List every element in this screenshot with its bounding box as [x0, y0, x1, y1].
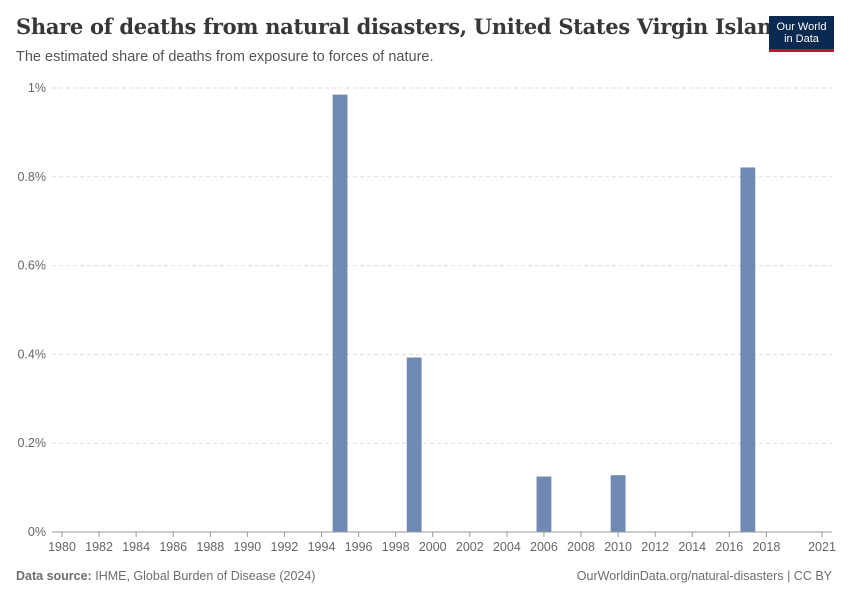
grid-lines	[52, 87, 832, 444]
x-tick-label: 2016	[715, 540, 743, 554]
x-tick-label: 1984	[122, 540, 150, 554]
y-tick-label: 0.4%	[18, 347, 47, 361]
bar[interactable]	[740, 167, 756, 532]
x-tick-label: 2002	[456, 540, 484, 554]
bar[interactable]	[610, 475, 626, 532]
x-tick-label: 2021	[808, 540, 836, 554]
y-tick-label: 0.2%	[18, 436, 47, 450]
x-tick-label: 1982	[85, 540, 113, 554]
x-tick-label: 1986	[159, 540, 187, 554]
x-tick-label: 1994	[308, 540, 336, 554]
y-tick-label: 0.6%	[18, 259, 47, 273]
x-tick-label: 2014	[678, 540, 706, 554]
x-tick-label: 2018	[752, 540, 780, 554]
x-tick-label: 1996	[345, 540, 373, 554]
y-tick-label: 0%	[28, 525, 46, 539]
x-tick-label: 2012	[641, 540, 669, 554]
x-axis	[52, 531, 832, 537]
bar[interactable]	[332, 94, 348, 532]
data-source: Data source: IHME, Global Burden of Dise…	[16, 569, 315, 583]
logo-line-2: in Data	[784, 32, 819, 45]
x-tick-label: 2000	[419, 540, 447, 554]
bars	[332, 94, 756, 533]
x-tick-label: 2008	[567, 540, 595, 554]
owid-logo[interactable]: Our World in Data	[769, 16, 834, 52]
x-tick-label: 1988	[196, 540, 224, 554]
data-source-label: Data source:	[16, 569, 92, 583]
source-link[interactable]: OurWorldinData.org/natural-disasters | C…	[576, 569, 832, 583]
bar[interactable]	[536, 476, 552, 533]
bar-chart: 0% 0.2% 0.4% 0.6% 0.8% 1% 1980 1982 1984 1986 1988…	[18, 81, 836, 554]
chart-subtitle: The estimated share of deaths from expos…	[16, 49, 434, 65]
x-tick-label: 1992	[271, 540, 299, 554]
chart-title: Share of deaths from natural disasters, …	[16, 14, 798, 39]
x-tick-label: 1998	[382, 540, 410, 554]
x-tick-label: 1990	[233, 540, 261, 554]
tick-labels: 0% 0.2% 0.4% 0.6% 0.8% 1% 1980 1982 1984 1986 1988…	[18, 81, 836, 554]
data-source-text: IHME, Global Burden of Disease (2024)	[95, 569, 316, 583]
bar[interactable]	[406, 357, 422, 532]
x-tick-label: 2010	[604, 540, 632, 554]
y-tick-label: 1%	[28, 81, 46, 95]
y-tick-label: 0.8%	[18, 170, 47, 184]
x-tick-label: 1980	[48, 540, 76, 554]
x-tick-label: 2004	[493, 540, 521, 554]
logo-line-1: Our World	[776, 20, 827, 33]
x-tick-label: 2006	[530, 540, 558, 554]
